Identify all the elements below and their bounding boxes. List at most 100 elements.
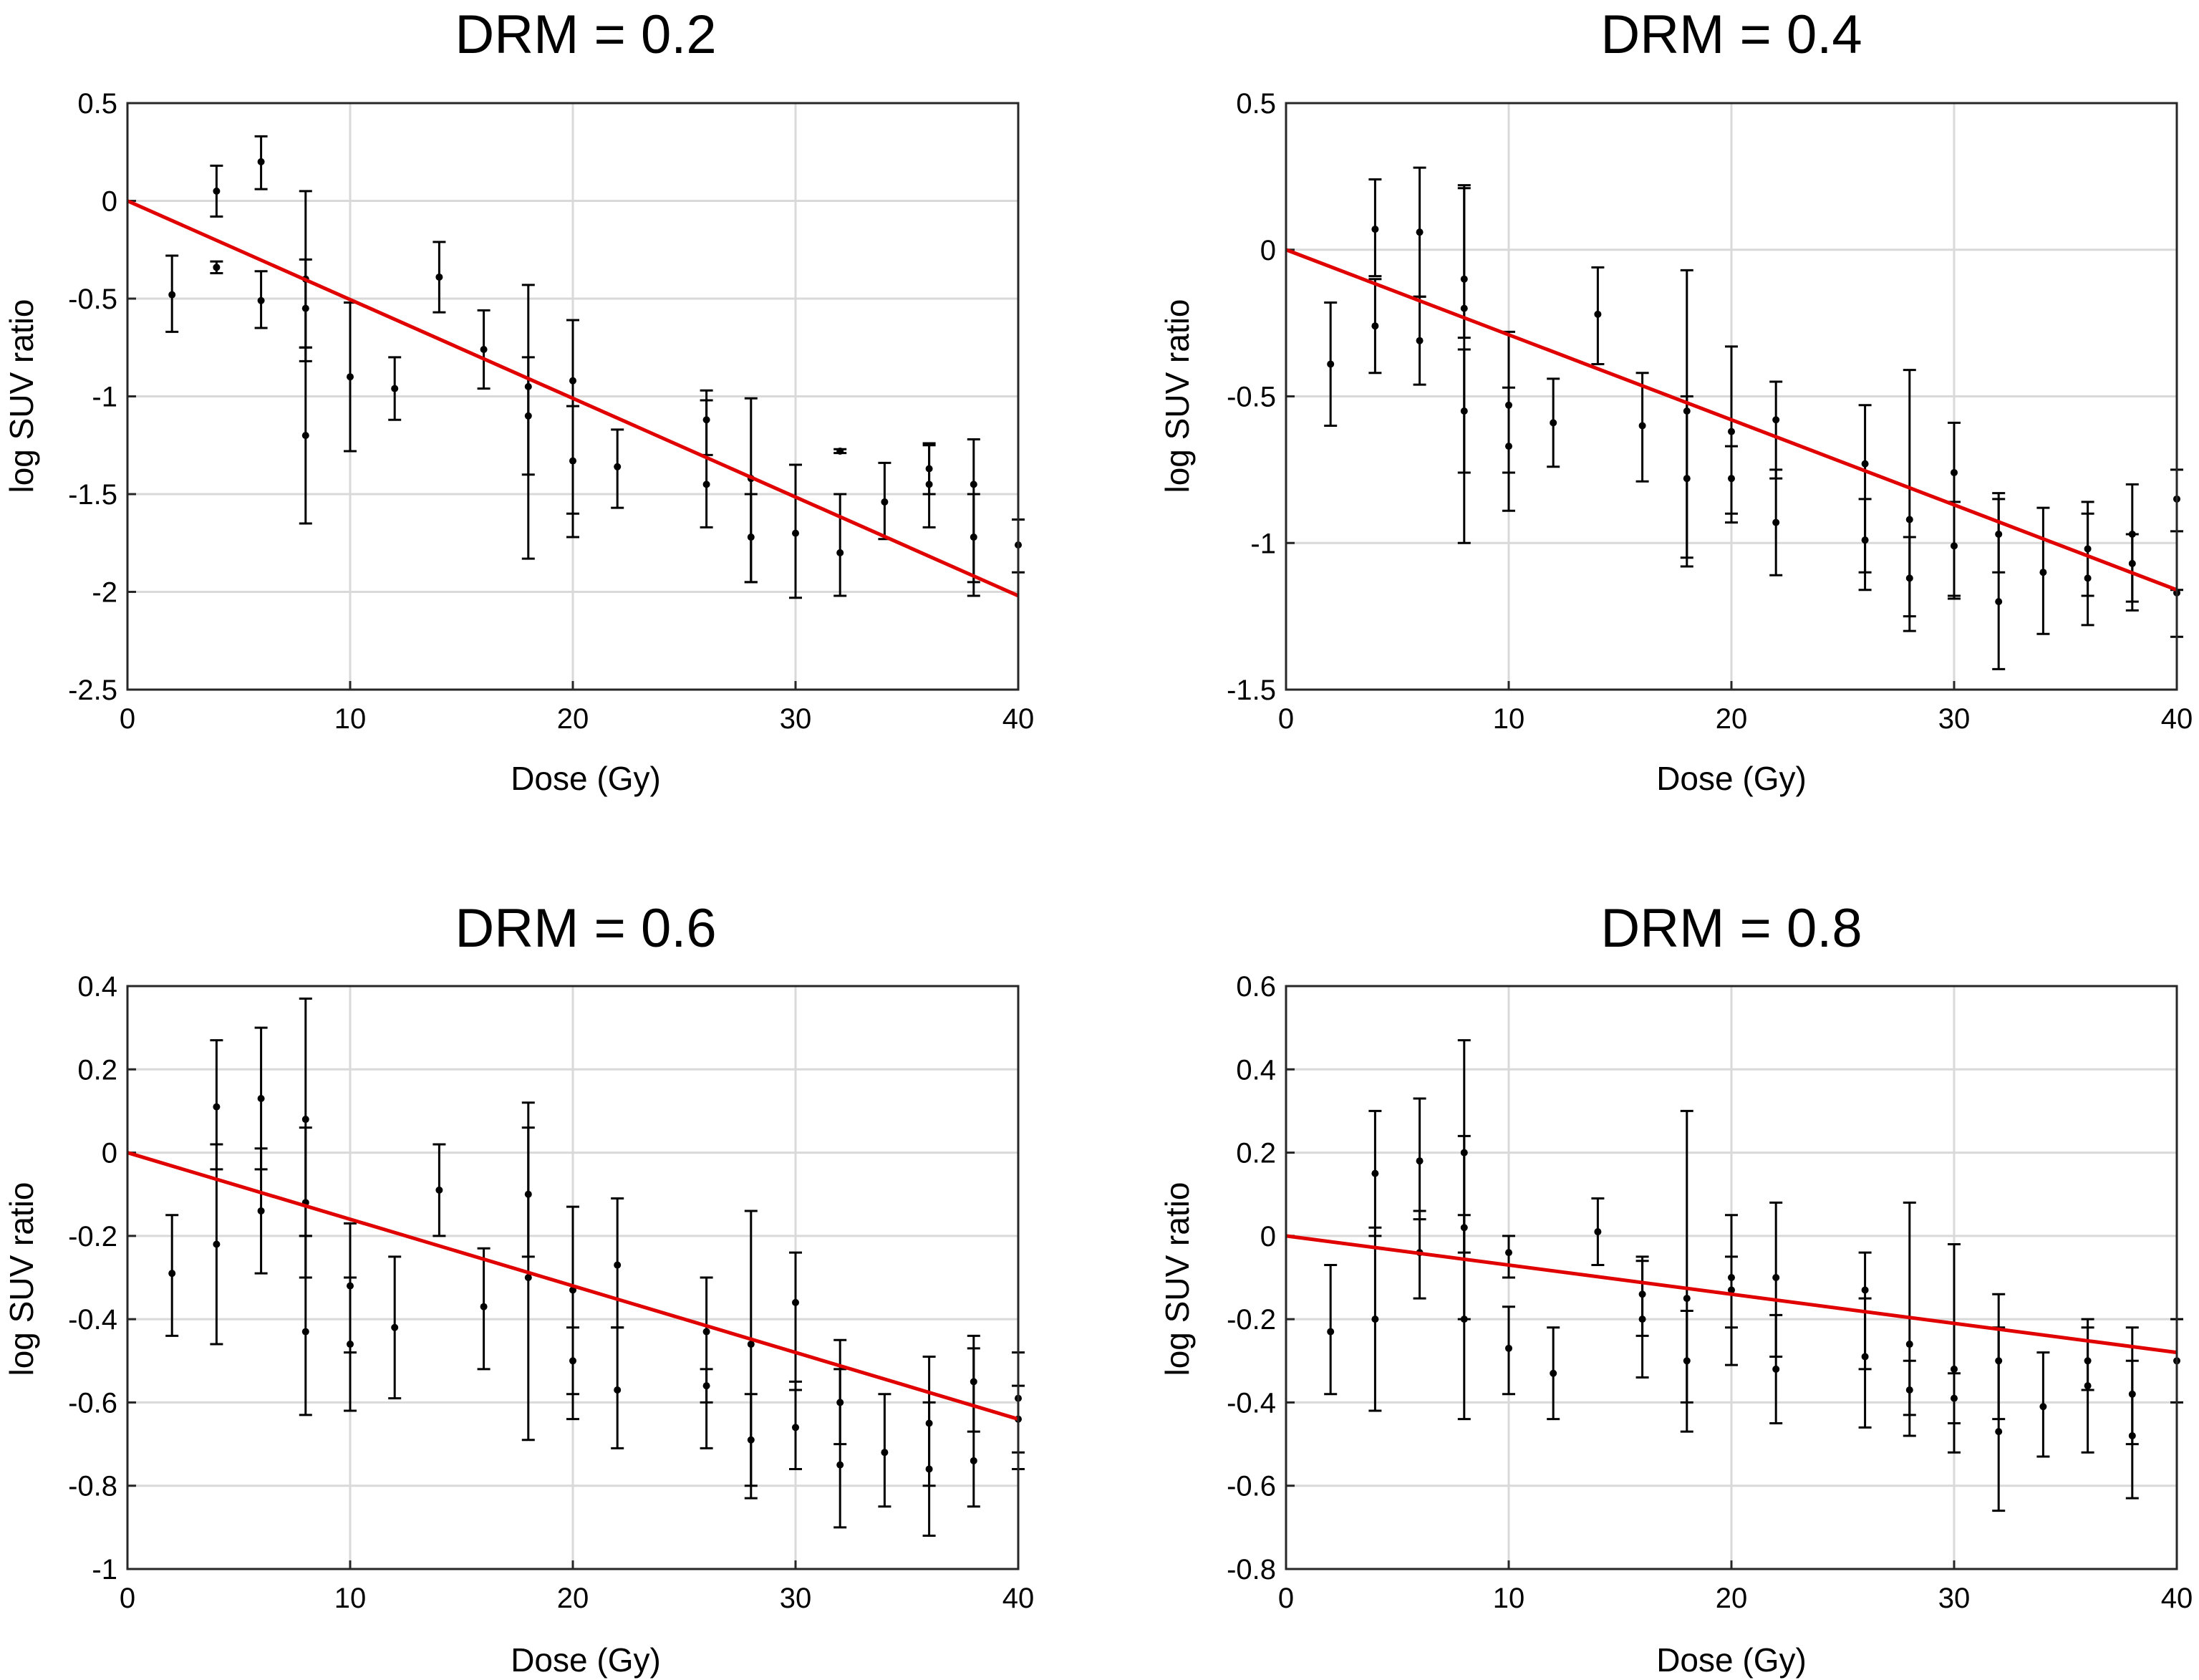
x-tick-label: 40 (1002, 703, 1035, 735)
data-point (391, 385, 399, 392)
data-point (1371, 1315, 1379, 1323)
data-point (347, 373, 354, 381)
data-point (792, 1298, 799, 1306)
x-axis-label: Dose (Gy) (1656, 1641, 1807, 1679)
data-point (1995, 530, 2003, 538)
chart-title: DRM = 0.8 (1600, 898, 1862, 959)
data-point (970, 534, 977, 541)
data-point (702, 416, 710, 424)
data-point (925, 465, 933, 473)
data-point (257, 1207, 265, 1215)
x-tick-label: 0 (120, 1583, 135, 1614)
x-tick-label: 30 (1938, 703, 1971, 735)
y-tick-label: -2.5 (68, 675, 117, 706)
data-point (480, 345, 488, 353)
y-tick-label: -0.4 (1227, 1387, 1276, 1419)
data-point (1951, 1365, 1958, 1373)
y-tick-label: -0.4 (68, 1304, 117, 1336)
data-point (970, 1378, 977, 1386)
y-tick-label: -1 (1250, 528, 1276, 559)
data-series (1285, 166, 2183, 670)
data-point (1550, 1369, 1557, 1377)
data-point (1550, 419, 1557, 427)
fit-line (126, 199, 1020, 598)
data-point (836, 1399, 844, 1406)
plot-frame (1285, 102, 2178, 691)
y-tick-label: -0.8 (1227, 1554, 1276, 1585)
panel-drm-0-8: DRM = 0.8 Dose (Gy) log SUV ratio 0 10 20 3… (1159, 898, 2193, 1679)
x-tick-label: 10 (1493, 703, 1525, 735)
data-point (569, 377, 576, 385)
chart-title: DRM = 0.2 (455, 4, 716, 65)
data-point (1683, 1357, 1691, 1365)
x-tick-label: 20 (557, 1583, 589, 1614)
data-point (1728, 1286, 1735, 1294)
y-tick-label: -2 (92, 577, 117, 609)
data-point (1683, 1295, 1691, 1303)
plot-frame (126, 985, 1020, 1570)
chart-title: DRM = 0.6 (455, 898, 716, 959)
data-point (213, 1103, 221, 1111)
data-point (1861, 460, 1869, 468)
data-point (792, 529, 799, 537)
data-point (1905, 1386, 1913, 1394)
y-tick-label: 0.4 (77, 971, 117, 1003)
data-point (1905, 516, 1913, 523)
y-axis-label: log SUV ratio (3, 299, 40, 493)
data-point (569, 457, 576, 465)
fit-line (127, 1151, 1019, 1421)
chart-title: DRM = 0.4 (1600, 4, 1862, 65)
panel-drm-0-6: DRM = 0.6 Dose (Gy) log SUV ratio 0 10 20 3… (3, 898, 1034, 1679)
y-axis-label: log SUV ratio (1159, 1182, 1196, 1376)
data-point (168, 1270, 176, 1278)
data-point (970, 481, 977, 488)
data-point (881, 498, 889, 506)
y-tick-label: 0.2 (77, 1054, 117, 1086)
y-tick-label: -1 (92, 1554, 117, 1585)
x-tick-label: 20 (1716, 1583, 1748, 1614)
data-point (391, 1323, 399, 1331)
data-point (747, 1341, 755, 1348)
data-point (1460, 275, 1468, 283)
y-tick-label: -0.2 (68, 1221, 117, 1252)
x-tick-label: 0 (120, 703, 135, 735)
data-point (1772, 518, 1780, 526)
plot-frame (126, 102, 1020, 691)
x-tick-label: 40 (2161, 703, 2193, 735)
y-tick-label: 0.6 (1236, 971, 1276, 1003)
data-point (1683, 475, 1691, 483)
data-point (524, 1274, 532, 1281)
data-point (168, 291, 176, 299)
data-point (257, 296, 265, 304)
y-tick-label: 0.5 (1236, 88, 1276, 120)
y-tick-label: -1 (92, 382, 117, 413)
data-point (614, 1261, 622, 1269)
y-tick-label: 0.4 (1236, 1054, 1276, 1086)
x-axis-label: Dose (Gy) (511, 1641, 661, 1679)
data-point (2128, 559, 2136, 567)
data-point (1638, 422, 1646, 430)
panel-drm-0-4: DRM = 0.4 Dose (Gy) log SUV ratio 0 10 20 3… (1159, 4, 2193, 797)
data-point (435, 273, 443, 281)
data-point (747, 1436, 755, 1444)
fit-line (1285, 1234, 2178, 1355)
y-tick-label: -0.8 (68, 1471, 117, 1502)
x-tick-label: 10 (1493, 1583, 1525, 1614)
data-point (881, 1449, 889, 1457)
data-series (127, 997, 1025, 1537)
axis-ticks: 0 10 20 30 40 -0.8 -0.6 -0.4 -0.2 0 0.2 0.4 0.6 (1227, 971, 2193, 1614)
data-point (1951, 1394, 1958, 1402)
data-point (1505, 443, 1512, 450)
data-point (1905, 1341, 1913, 1348)
data-point (1416, 1157, 1424, 1165)
data-point (1638, 1290, 1646, 1298)
y-tick-label: -1.5 (1227, 675, 1276, 706)
data-point (301, 304, 309, 312)
data-point (970, 1457, 977, 1464)
data-point (1728, 428, 1735, 435)
data-point (836, 549, 844, 556)
plot-frame (1285, 985, 2178, 1570)
data-point (1594, 1228, 1602, 1236)
data-point (925, 1419, 933, 1427)
y-tick-label: -0.5 (1227, 382, 1276, 413)
